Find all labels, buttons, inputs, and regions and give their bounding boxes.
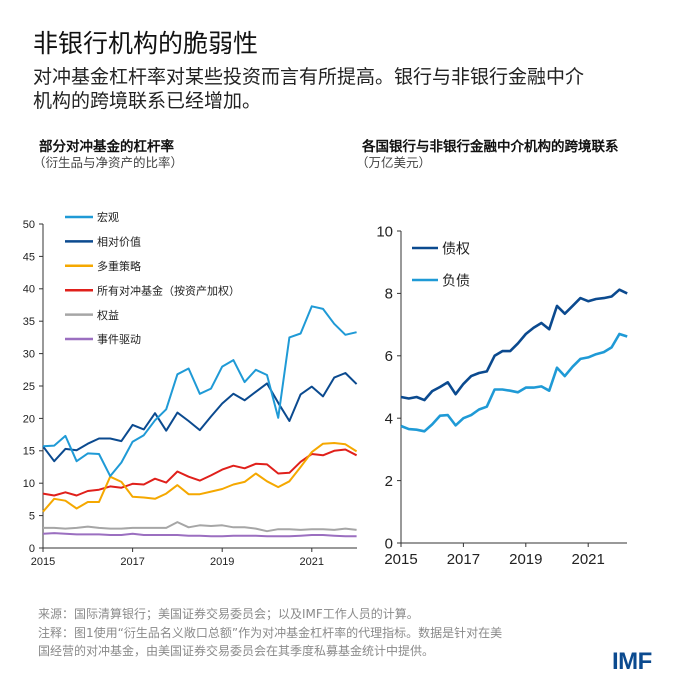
chart-1-x-tick-label: 2017 — [447, 551, 480, 568]
chart-0-legend-label: 权益 — [97, 308, 119, 322]
chart-0-y-tick-label: 5 — [29, 510, 35, 522]
page-title: 非银行机构的脆弱性 — [33, 29, 259, 58]
chart-0-x-tick-label: 2019 — [210, 556, 234, 568]
chart-0-y-tick-label: 35 — [23, 316, 35, 328]
chart-0-legend-label: 相对价值 — [97, 235, 141, 249]
chart-1-y-tick-label: 0 — [385, 535, 393, 552]
chart-0-y-tick-label: 10 — [23, 478, 35, 490]
subtitle-line-1: 对冲基金杠杆率对某些投资而言有所提高。银行与非银行金融中介 — [33, 66, 585, 88]
chart-0-series-line-2 — [42, 442, 358, 513]
right-chart-unit: （万亿美元） — [356, 155, 432, 170]
chart-0-y-tick-label: 45 — [23, 251, 35, 263]
chart-0-legend-label: 多重策略 — [97, 259, 141, 273]
chart-1-y-tick-label: 10 — [376, 223, 393, 240]
chart-1-x-tick-label: 2015 — [384, 551, 417, 568]
chart-0-series-line-3 — [42, 448, 358, 497]
chart-1-y-tick-label: 2 — [385, 473, 393, 490]
chart-0-y-tick-label: 20 — [23, 413, 35, 425]
chart-0-x-tick-label: 2017 — [120, 556, 144, 568]
chart-1-legend-label: 债权 — [442, 240, 470, 256]
left-chart-title: 部分对冲基金的杠杆率 — [39, 139, 174, 155]
note-line-2: 国经营的对冲基金，由美国证券交易委员会在其季度私募基金统计中提供。 — [38, 644, 435, 658]
chart-1-series-line-0 — [400, 288, 628, 402]
chart-0-series-line-1 — [42, 372, 358, 463]
chart-1-y-tick-label: 8 — [385, 286, 393, 303]
subtitle-line-2: 机构的跨境联系已经增加。 — [33, 90, 262, 112]
note-line-1: 注释：图1使用“衍生品名义敞口总额”作为对冲基金杠杆率的代理指标。数据是针对在美 — [38, 626, 503, 640]
chart-0-y-tick-label: 0 — [29, 543, 35, 555]
chart-0-legend-label: 事件驱动 — [97, 333, 141, 346]
imf-logo: IMF — [612, 648, 652, 675]
chart-1-x-tick-label: 2021 — [572, 551, 605, 568]
chart-0-legend-label: 所有对冲基金（按资产加权） — [97, 283, 240, 297]
chart-0-y-tick-label: 30 — [23, 348, 35, 360]
chart-0-y-tick-label: 25 — [23, 381, 35, 393]
chart-0-y-tick-label: 50 — [23, 219, 35, 231]
chart-1-y-tick-label: 6 — [385, 348, 393, 365]
chart-0-x-tick-label: 2021 — [300, 556, 324, 568]
left-chart-unit: （衍生品与净资产的比率） — [33, 155, 184, 170]
chart-1-x-tick-label: 2019 — [509, 551, 542, 568]
right-chart-title: 各国银行与非银行金融中介机构的跨境联系 — [362, 139, 619, 155]
chart-1-series-line-1 — [400, 332, 628, 433]
chart-0-legend-label: 宏观 — [97, 210, 119, 224]
chart-0-series-line-0 — [42, 305, 357, 478]
chart-1-legend-label: 负债 — [442, 272, 470, 288]
chart-0-series-line-4 — [43, 521, 357, 533]
chart-0-x-tick-label: 2015 — [31, 556, 55, 568]
chart-0-y-tick-label: 40 — [23, 284, 35, 296]
source-note: 来源：国际清算银行；美国证券交易委员会；以及IMF工作人员的计算。 — [38, 607, 419, 621]
chart-0-series-line-5 — [42, 532, 357, 538]
chart-0-y-tick-label: 15 — [23, 446, 35, 458]
chart-1-y-tick-label: 4 — [385, 410, 393, 427]
